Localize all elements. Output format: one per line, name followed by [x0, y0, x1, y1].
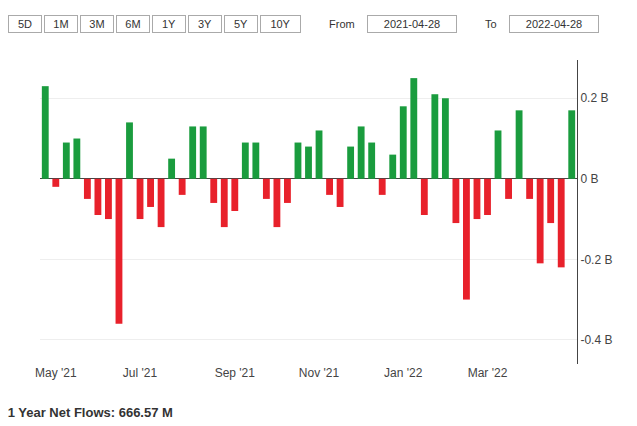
- svg-text:5D: 5D: [18, 18, 32, 30]
- svg-text:1M: 1M: [53, 18, 68, 30]
- svg-text:Sep '21: Sep '21: [215, 366, 256, 380]
- svg-text:Jan '22: Jan '22: [384, 366, 423, 380]
- svg-text:May '21: May '21: [35, 366, 77, 380]
- svg-text:-0.2 B: -0.2 B: [580, 253, 612, 267]
- svg-text:5Y: 5Y: [234, 18, 248, 30]
- svg-text:0 B: 0 B: [580, 172, 598, 186]
- svg-text:3Y: 3Y: [198, 18, 212, 30]
- svg-text:3M: 3M: [89, 18, 104, 30]
- svg-text:From: From: [329, 18, 355, 30]
- svg-text:2022-04-28: 2022-04-28: [526, 18, 582, 30]
- svg-text:6M: 6M: [125, 18, 140, 30]
- svg-text:10Y: 10Y: [270, 18, 290, 30]
- svg-text:-0.4 B: -0.4 B: [580, 333, 612, 347]
- svg-text:Jul '21: Jul '21: [123, 366, 158, 380]
- svg-text:1Y: 1Y: [162, 18, 176, 30]
- svg-text:2021-04-28: 2021-04-28: [384, 18, 440, 30]
- svg-text:Mar '22: Mar '22: [468, 366, 508, 380]
- svg-text:To: To: [485, 18, 497, 30]
- svg-text:Nov '21: Nov '21: [299, 366, 340, 380]
- svg-text:0.2 B: 0.2 B: [580, 91, 608, 105]
- svg-text:1 Year Net Flows: 666.57 M: 1 Year Net Flows: 666.57 M: [8, 405, 173, 420]
